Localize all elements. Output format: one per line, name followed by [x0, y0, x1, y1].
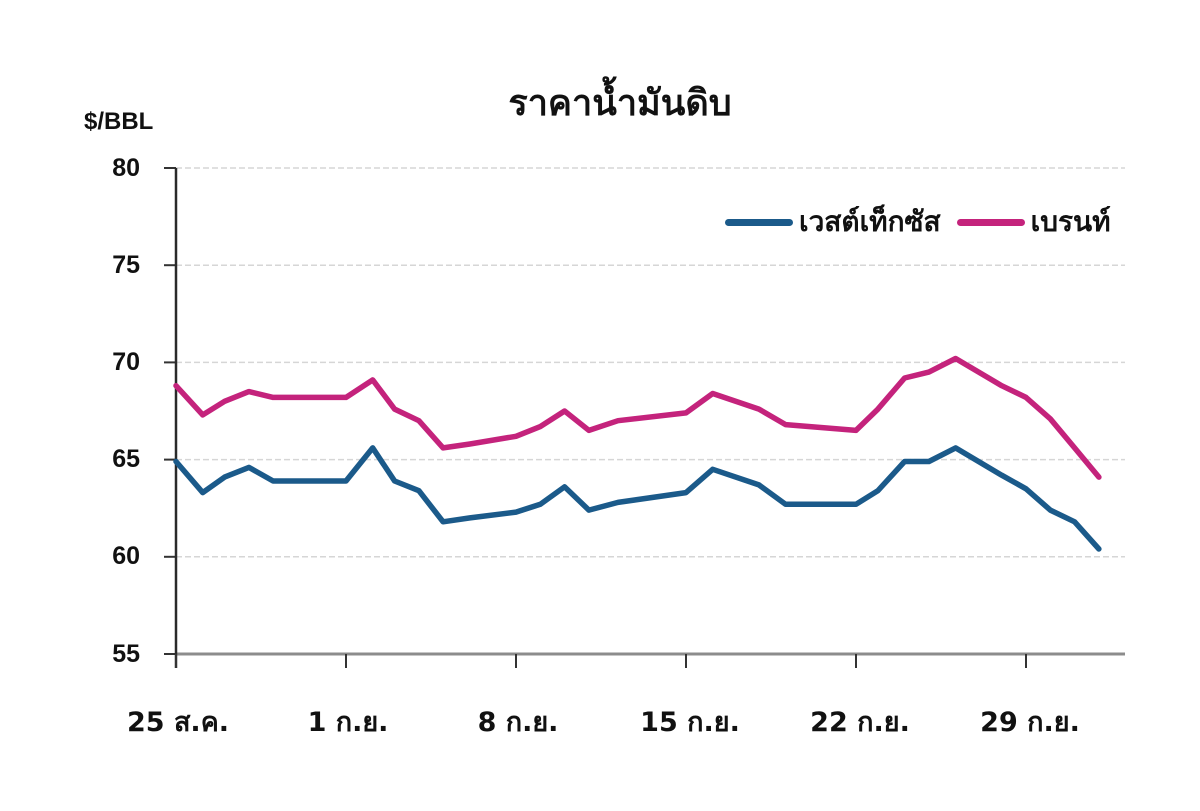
- chart-legend: เวสต์เท็กซัส เบรนท์: [725, 200, 1127, 244]
- legend-swatch-wti: [725, 218, 793, 226]
- x-tick-label: 8 ก.ย.: [477, 707, 559, 738]
- y-tick-label: 60: [112, 542, 140, 570]
- y-tick-label: 80: [112, 154, 140, 182]
- y-tick-label: 65: [112, 445, 140, 473]
- series-line-wti: [173, 445, 1102, 552]
- legend-item-wti: เวสต์เท็กซัส: [725, 200, 941, 244]
- legend-label-wti: เวสต์เท็กซัส: [799, 205, 941, 238]
- series-line-brent: [173, 355, 1102, 480]
- x-tick-label: 29 ก.ย.: [980, 707, 1080, 738]
- x-tick-label: 1 ก.ย.: [307, 707, 389, 738]
- y-tick-label: 75: [112, 251, 140, 279]
- legend-label-brent: เบรนท์: [1030, 205, 1111, 238]
- x-tick-label: 15 ก.ย.: [640, 707, 740, 738]
- x-tick-label: 25 ส.ค.: [126, 707, 230, 738]
- x-tick-label: 22 ก.ย.: [810, 707, 910, 738]
- gridlines: [164, 167, 1125, 656]
- y-axis-unit-label: $/BBL: [84, 108, 154, 135]
- y-tick-label: 55: [112, 640, 140, 668]
- data-lines: [173, 355, 1102, 552]
- legend-swatch-brent: [956, 218, 1025, 226]
- chart-title: ราคาน้ำมันดิบ: [508, 83, 732, 124]
- legend-item-brent: เบรนท์: [956, 200, 1111, 244]
- y-tick-label: 70: [112, 348, 140, 376]
- axes: [174, 168, 1027, 668]
